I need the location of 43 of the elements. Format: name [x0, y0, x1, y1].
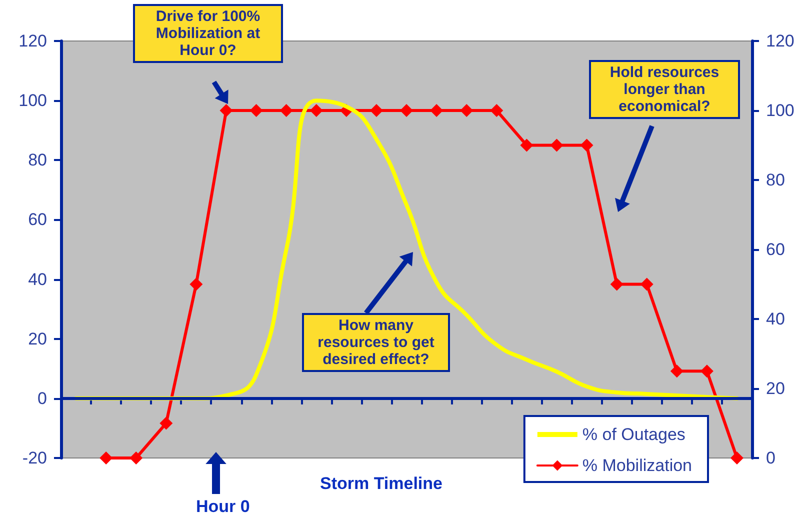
point	[520, 138, 534, 152]
point	[100, 452, 113, 464]
text: Hour 0	[196, 497, 250, 517]
point	[610, 278, 624, 291]
point	[190, 278, 203, 291]
point	[460, 104, 474, 117]
y-tick-label: 60	[28, 210, 47, 230]
x-axis-title: Storm Timeline	[320, 474, 442, 494]
annotation: How many resources to get desired effect?	[302, 313, 450, 372]
y-tick-label: 20	[28, 329, 47, 348]
y2-tick-label: 0	[766, 448, 776, 468]
point	[550, 138, 564, 152]
y2-tick-label: 40	[766, 310, 785, 328]
point	[280, 104, 293, 117]
point	[250, 104, 263, 117]
y-tick-label: -20	[22, 448, 47, 468]
annotation: Drive for 100% Mobilization at Hour 0?	[133, 4, 283, 63]
point	[130, 452, 143, 464]
y-tick-label: 80	[28, 150, 47, 170]
point	[310, 104, 323, 117]
point	[370, 104, 383, 117]
y-tick-label: 100	[18, 91, 47, 110]
y-tick-label: 120	[18, 32, 47, 50]
legend-label: % of Outages	[582, 425, 686, 444]
point	[400, 104, 413, 117]
y2-tick-label: 120	[766, 32, 794, 50]
point	[430, 104, 444, 117]
y2-tick-label: 100	[766, 101, 794, 120]
y-tick-label: 40	[28, 270, 47, 289]
point	[580, 138, 594, 152]
point	[220, 104, 233, 117]
y2-tick-label: 80	[766, 170, 785, 190]
annotation: Hold resources longer than economical?	[589, 60, 740, 119]
point	[160, 416, 173, 430]
y2-tick-label: 60	[766, 240, 785, 259]
legend-label: % Mobilization	[582, 456, 692, 475]
point	[670, 364, 684, 378]
y-tick-label: 0	[38, 388, 47, 408]
point	[730, 452, 744, 464]
point	[700, 364, 714, 378]
point	[490, 104, 504, 117]
point	[640, 278, 654, 291]
y2-tick-label: 20	[766, 379, 785, 398]
